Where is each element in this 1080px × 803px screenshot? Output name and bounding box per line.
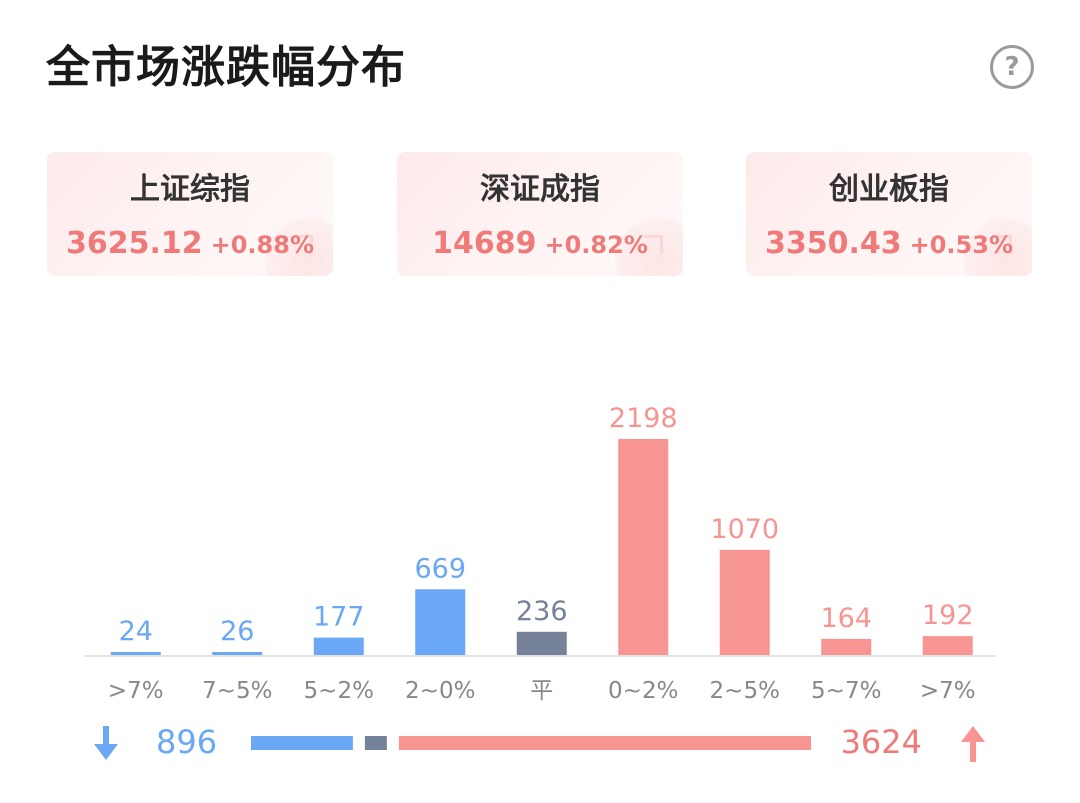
bar-value-label: 1070 bbox=[710, 514, 779, 545]
category-label: >7% bbox=[108, 678, 164, 704]
arrow-down-icon bbox=[94, 726, 118, 760]
ratio-bar-flat bbox=[364, 736, 387, 750]
down-count: 896 bbox=[156, 723, 218, 761]
question-circle-icon[interactable]: ? bbox=[990, 45, 1034, 89]
bar-4 bbox=[516, 631, 567, 655]
trend-up-icon bbox=[644, 235, 663, 254]
bar-value-label: 236 bbox=[516, 596, 568, 627]
category-label: 0~2% bbox=[608, 678, 678, 704]
bar-2 bbox=[313, 637, 364, 655]
bar-value-label: 164 bbox=[820, 603, 872, 634]
bar-value-label: 24 bbox=[119, 616, 153, 647]
bar-value-label: 2198 bbox=[609, 403, 678, 434]
index-value: 14689 bbox=[432, 226, 537, 261]
index-value: 3625.12 bbox=[65, 226, 203, 261]
index-change: +0.82% bbox=[544, 231, 648, 259]
index-card-cyb[interactable]: 创业板指 3350.43 +0.53% bbox=[746, 152, 1032, 276]
bar-3 bbox=[415, 589, 466, 655]
up-count: 3624 bbox=[840, 723, 922, 761]
index-name: 创业板指 bbox=[829, 172, 949, 207]
bar-0 bbox=[110, 652, 161, 655]
trend-up-icon bbox=[294, 235, 313, 254]
bar-value-label: 26 bbox=[220, 616, 254, 647]
ratio-bar bbox=[251, 736, 811, 750]
bar-value-label: 192 bbox=[922, 600, 974, 631]
category-label: 7~5% bbox=[202, 678, 272, 704]
ratio-bar-up bbox=[398, 736, 811, 750]
index-quote: 14689 +0.82% bbox=[397, 224, 683, 268]
index-change: +0.88% bbox=[210, 231, 314, 259]
index-quote: 3625.12 +0.88% bbox=[47, 224, 333, 268]
index-card-sh[interactable]: 上证综指 3625.12 +0.88% bbox=[47, 152, 333, 276]
category-label: 2~5% bbox=[710, 678, 780, 704]
index-quote: 3350.43 +0.53% bbox=[746, 224, 1032, 268]
bar-5 bbox=[618, 439, 669, 655]
index-value: 3350.43 bbox=[764, 226, 902, 261]
bar-8 bbox=[922, 636, 973, 655]
bar-value-label: 669 bbox=[414, 553, 466, 584]
distribution-chart: 24 >7% 26 7~5% 177 5~2% 669 2~0% 236 平 2198 0~2% 107… bbox=[85, 403, 995, 704]
arrow-up-icon bbox=[961, 726, 985, 762]
bar-7 bbox=[821, 638, 872, 655]
index-card-sz[interactable]: 深证成指 14689 +0.82% bbox=[397, 152, 683, 276]
trend-up-icon bbox=[993, 235, 1012, 254]
category-label: 2~0% bbox=[405, 678, 475, 704]
bar-value-label: 177 bbox=[313, 602, 365, 633]
index-name: 深证成指 bbox=[480, 172, 600, 207]
ratio-bar-down bbox=[251, 736, 353, 750]
category-label: >7% bbox=[920, 678, 976, 704]
index-change: +0.53% bbox=[909, 231, 1013, 259]
category-label: 5~2% bbox=[304, 678, 374, 704]
bar-6 bbox=[719, 549, 770, 655]
category-label: 平 bbox=[530, 678, 553, 704]
page-title: 全市场涨跌幅分布 bbox=[46, 42, 406, 93]
index-name: 上证综指 bbox=[130, 172, 250, 207]
bar-1 bbox=[212, 652, 263, 655]
category-label: 5~7% bbox=[811, 678, 881, 704]
